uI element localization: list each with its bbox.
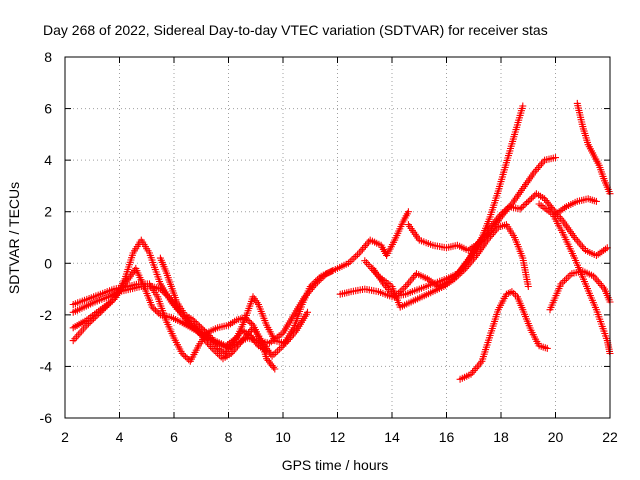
y-tick-label: -6 <box>40 410 53 426</box>
y-tick-label: 8 <box>44 49 52 65</box>
grid-lines <box>65 57 610 418</box>
series-14 <box>552 195 600 218</box>
series-10 <box>456 288 551 383</box>
y-tick-labels: -6 -4 -2 0 2 4 6 8 <box>40 49 53 426</box>
series-markers <box>546 267 614 314</box>
chart-title: Day 268 of 2022, Sidereal Day-to-day VTE… <box>43 22 548 38</box>
series-markers <box>404 154 559 254</box>
x-tick-labels: 2 4 6 8 10 12 14 16 18 20 22 <box>61 429 618 445</box>
series-markers <box>456 288 551 383</box>
x-axis-label: GPS time / hours <box>282 457 389 473</box>
y-tick-label: 4 <box>44 152 52 168</box>
x-tick-label: 16 <box>439 429 455 445</box>
y-axis-label: SDTVAR / TECUs <box>6 182 22 294</box>
x-tick-label: 14 <box>384 429 400 445</box>
series-markers <box>369 102 527 301</box>
x-tick-label: 2 <box>61 429 69 445</box>
series-markers <box>69 280 279 373</box>
series-13 <box>535 200 614 357</box>
series-markers <box>535 200 614 357</box>
series-11 <box>546 267 614 314</box>
series-9 <box>361 221 532 311</box>
x-tick-label: 22 <box>602 429 618 445</box>
series-4 <box>69 280 279 373</box>
y-tick-label: -2 <box>40 307 53 323</box>
series-markers <box>156 254 271 357</box>
x-tick-label: 8 <box>225 429 233 445</box>
data-series <box>69 99 614 383</box>
series-markers <box>552 195 600 218</box>
series-5 <box>156 254 271 357</box>
x-tick-label: 18 <box>493 429 509 445</box>
series-12 <box>573 99 614 198</box>
x-tick-label: 20 <box>548 429 564 445</box>
y-tick-label: 6 <box>44 101 52 117</box>
series-7 <box>369 102 527 301</box>
x-tick-label: 4 <box>116 429 124 445</box>
y-tick-label: 0 <box>44 255 52 271</box>
x-tick-label: 10 <box>275 429 291 445</box>
series-markers <box>573 99 614 198</box>
plot-frame <box>64 56 611 419</box>
x-tick-label: 12 <box>330 429 346 445</box>
y-tick-label: 2 <box>44 204 52 220</box>
y-tick-label: -4 <box>40 358 53 374</box>
series-markers <box>361 221 532 311</box>
series-8 <box>404 154 559 254</box>
x-tick-label: 6 <box>170 429 178 445</box>
